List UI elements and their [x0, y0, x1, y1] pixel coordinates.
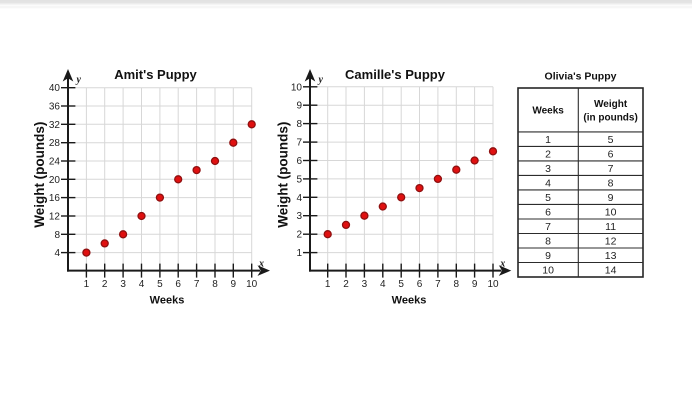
svg-text:1: 1 [296, 248, 302, 259]
svg-text:2: 2 [102, 279, 108, 290]
svg-text:7: 7 [435, 279, 441, 290]
svg-text:6: 6 [608, 148, 614, 160]
svg-text:20: 20 [49, 175, 61, 186]
svg-text:1: 1 [84, 279, 90, 290]
svg-text:5: 5 [157, 279, 163, 290]
svg-text:Camille's Puppy: Camille's Puppy [345, 67, 446, 82]
svg-text:9: 9 [231, 279, 237, 290]
svg-text:3: 3 [120, 279, 126, 290]
svg-text:9: 9 [472, 279, 478, 290]
svg-text:2: 2 [545, 148, 551, 160]
svg-text:8: 8 [296, 119, 302, 130]
svg-text:x: x [499, 259, 505, 270]
svg-text:8: 8 [54, 230, 60, 241]
svg-text:36: 36 [49, 102, 61, 113]
svg-text:10: 10 [246, 279, 258, 290]
svg-text:5: 5 [296, 174, 302, 185]
svg-text:12: 12 [49, 212, 61, 223]
svg-text:24: 24 [49, 157, 61, 168]
svg-text:1: 1 [545, 134, 551, 146]
svg-text:6: 6 [296, 156, 302, 167]
svg-text:10: 10 [291, 82, 303, 93]
svg-text:8: 8 [212, 279, 218, 290]
svg-text:Amit's Puppy: Amit's Puppy [114, 67, 197, 82]
svg-text:Weeks: Weeks [392, 295, 427, 307]
svg-text:Weeks: Weeks [532, 106, 564, 117]
svg-text:4: 4 [296, 193, 302, 204]
svg-text:Olivia's Puppy: Olivia's Puppy [545, 71, 617, 83]
svg-text:40: 40 [49, 83, 61, 94]
svg-text:14: 14 [605, 264, 617, 276]
svg-text:y: y [318, 74, 324, 85]
svg-text:6: 6 [175, 279, 181, 290]
svg-text:8: 8 [608, 177, 614, 189]
svg-text:9: 9 [545, 250, 551, 262]
svg-text:6: 6 [417, 279, 423, 290]
svg-text:4: 4 [545, 177, 551, 189]
svg-text:3: 3 [545, 163, 551, 175]
svg-text:Weight: Weight [594, 99, 628, 110]
svg-text:8: 8 [545, 235, 551, 247]
svg-text:Weeks: Weeks [150, 295, 185, 307]
svg-text:10: 10 [542, 264, 554, 276]
svg-text:3: 3 [296, 211, 302, 222]
svg-text:7: 7 [296, 138, 302, 149]
svg-text:5: 5 [545, 192, 551, 204]
svg-text:5: 5 [398, 279, 404, 290]
svg-text:32: 32 [49, 120, 61, 131]
svg-text:y: y [76, 74, 82, 85]
svg-text:7: 7 [608, 163, 614, 175]
svg-text:12: 12 [605, 235, 617, 247]
svg-text:x: x [258, 259, 264, 270]
svg-text:9: 9 [608, 192, 614, 204]
svg-text:2: 2 [296, 230, 302, 241]
svg-text:10: 10 [487, 279, 499, 290]
svg-text:4: 4 [380, 279, 386, 290]
svg-text:10: 10 [605, 206, 617, 218]
svg-text:2: 2 [343, 279, 349, 290]
svg-text:4: 4 [54, 248, 60, 259]
svg-text:7: 7 [545, 221, 551, 233]
svg-text:9: 9 [296, 101, 302, 112]
svg-text:5: 5 [608, 134, 614, 146]
svg-text:3: 3 [362, 279, 368, 290]
svg-text:11: 11 [605, 221, 616, 233]
svg-text:6: 6 [545, 206, 551, 218]
svg-text:16: 16 [49, 193, 61, 204]
svg-text:1: 1 [325, 279, 331, 290]
svg-text:13: 13 [605, 250, 617, 262]
svg-text:4: 4 [139, 279, 145, 290]
svg-text:7: 7 [194, 279, 200, 290]
svg-text:Weight (pounds): Weight (pounds) [32, 122, 47, 228]
svg-text:Weight (pounds): Weight (pounds) [276, 122, 291, 228]
svg-text:(in pounds): (in pounds) [583, 113, 637, 124]
svg-text:28: 28 [49, 138, 61, 149]
svg-text:8: 8 [454, 279, 460, 290]
